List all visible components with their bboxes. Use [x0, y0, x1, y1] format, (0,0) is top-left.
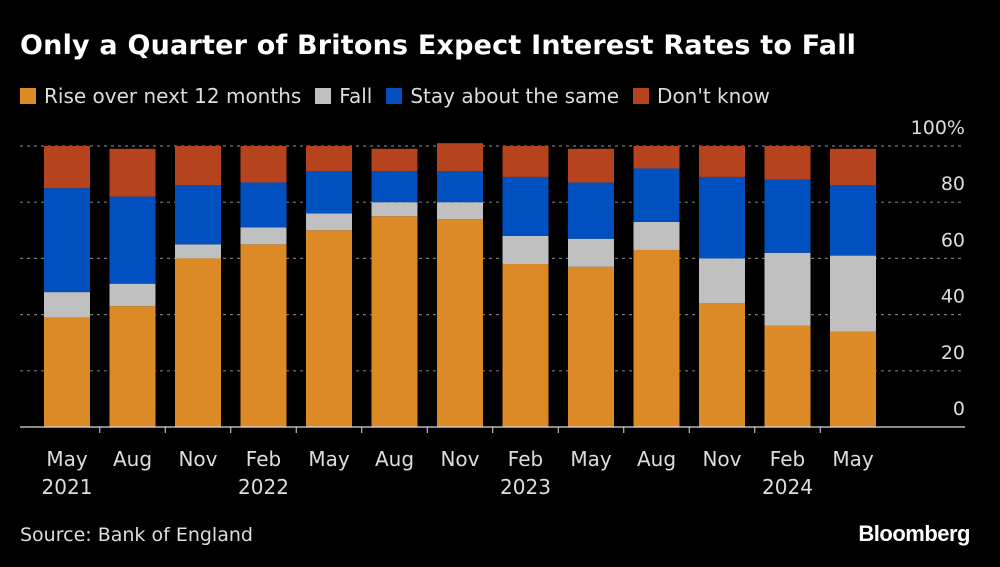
bar-segment — [830, 331, 876, 427]
y-tick-label: 100% — [911, 117, 965, 139]
bar-segment — [568, 148, 614, 183]
bar-segment — [699, 303, 745, 427]
chart-title: Only a Quarter of Britons Expect Interes… — [20, 30, 857, 61]
bar-segment — [502, 146, 549, 177]
bar-segment — [44, 146, 90, 189]
bar-segment — [764, 252, 811, 326]
x-tick-label: May — [46, 447, 88, 471]
x-tick-label: 2023 — [500, 475, 551, 499]
legend-swatch — [633, 88, 650, 104]
legend: Rise over next 12 months Fall Stay about t… — [20, 84, 770, 108]
bar-segment — [175, 244, 221, 259]
bar-segment — [306, 230, 352, 427]
bar-segment — [44, 188, 90, 293]
legend-label: Stay about the same — [410, 84, 620, 108]
bar-segment — [306, 171, 352, 214]
x-tick-label: Nov — [178, 447, 217, 471]
bar-segment — [306, 146, 352, 172]
bar-segment — [240, 182, 287, 228]
bar-segment — [109, 148, 156, 197]
bar-segment — [371, 171, 418, 203]
legend-item: Fall — [315, 84, 372, 108]
bar-segment — [371, 216, 418, 427]
bar-segment — [437, 143, 483, 172]
legend-item: Rise over next 12 months — [20, 84, 301, 108]
bar-segment — [568, 266, 614, 427]
bar-segment — [830, 255, 876, 332]
x-tick-label: Aug — [375, 447, 414, 471]
bar-segment — [633, 249, 680, 427]
x-tick-label: 2022 — [238, 475, 289, 499]
x-tick-label: Aug — [113, 447, 152, 471]
x-tick-label: May — [570, 447, 612, 471]
bar-segment — [568, 238, 614, 267]
bar-segment — [109, 283, 156, 307]
x-tick-label: Nov — [702, 447, 741, 471]
bar-segment — [240, 146, 287, 183]
legend-item: Stay about the same — [386, 84, 619, 108]
bar-segment — [240, 244, 287, 427]
bar-segment — [568, 182, 614, 239]
legend-label: Rise over next 12 months — [44, 84, 302, 108]
x-tick-label: Aug — [637, 447, 676, 471]
y-tick-label: 20 — [941, 342, 965, 364]
bar-segment — [633, 221, 680, 250]
bar-segment — [764, 179, 811, 253]
bar-segment — [830, 185, 876, 256]
bar-segment — [240, 227, 287, 245]
bar-segment — [306, 213, 352, 231]
legend-swatch — [315, 88, 332, 104]
bar-segment — [764, 325, 811, 427]
bar-segment — [437, 219, 483, 427]
bar-segment — [633, 146, 680, 169]
bar-segment — [633, 168, 680, 222]
x-tick-label: May — [832, 447, 874, 471]
x-tick-label: Feb — [770, 447, 805, 471]
y-tick-label: 0 — [953, 398, 965, 420]
x-tick-label: May — [308, 447, 350, 471]
bar-segment — [699, 176, 745, 259]
bar-segment — [44, 317, 90, 427]
x-tick-label: 2024 — [762, 475, 813, 499]
y-tick-label: 60 — [941, 229, 965, 251]
bar-segment — [830, 148, 876, 186]
bar-segment — [502, 235, 549, 265]
bar-segment — [175, 185, 221, 245]
bar-segment — [699, 258, 745, 304]
x-tick-label: 2021 — [42, 475, 93, 499]
bar-segment — [699, 146, 745, 177]
bloomberg-logo: Bloomberg — [858, 521, 970, 546]
legend-item: Don't know — [633, 84, 770, 108]
bar-segment — [502, 264, 549, 427]
bar-segment — [371, 202, 418, 217]
x-tick-label: Nov — [440, 447, 479, 471]
x-tick-label: Feb — [508, 447, 543, 471]
bar-segment — [109, 306, 156, 427]
x-tick-label: Feb — [246, 447, 281, 471]
legend-label: Don't know — [657, 84, 770, 108]
y-tick-label: 80 — [941, 173, 965, 195]
bar-segment — [109, 196, 156, 284]
legend-swatch — [20, 88, 36, 104]
y-tick-label: 40 — [941, 286, 965, 308]
bar-segment — [44, 292, 90, 318]
source-note: Source: Bank of England — [20, 524, 253, 546]
legend-swatch — [386, 88, 403, 104]
bar-segment — [175, 258, 221, 427]
bar-segment — [502, 176, 549, 236]
bar-segment — [764, 146, 811, 180]
bar-segment — [437, 171, 483, 203]
bar-segment — [437, 202, 483, 220]
bar-segment — [371, 148, 418, 172]
bar-segment — [175, 146, 221, 186]
legend-label: Fall — [339, 84, 373, 108]
